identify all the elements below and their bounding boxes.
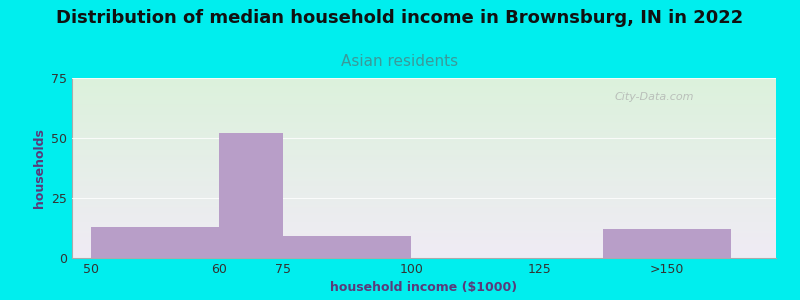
Bar (219, 133, 283, 258)
Bar (283, 236, 411, 258)
Text: Distribution of median household income in Brownsburg, IN in 2022: Distribution of median household income … (56, 9, 744, 27)
Y-axis label: households: households (33, 128, 46, 208)
Text: Asian residents: Asian residents (342, 54, 458, 69)
Bar (91, 227, 219, 258)
Bar (603, 229, 731, 258)
Text: City-Data.com: City-Data.com (614, 92, 694, 102)
X-axis label: household income ($1000): household income ($1000) (330, 281, 518, 294)
